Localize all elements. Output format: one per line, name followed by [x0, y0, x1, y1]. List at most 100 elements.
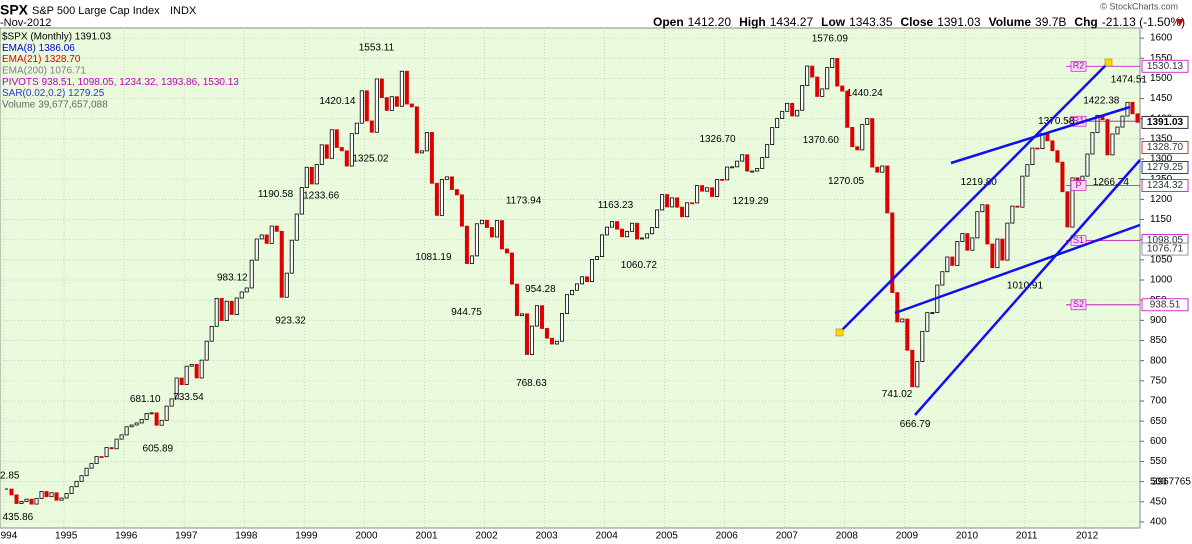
- quote-value: -21.13 (-1.50%): [1102, 15, 1185, 29]
- candle: [404, 70, 409, 105]
- candle: [655, 209, 660, 228]
- y-tick-label: 500: [1150, 476, 1167, 487]
- annotation: 1370.60: [803, 135, 840, 146]
- candle: [705, 187, 710, 192]
- marks: S2 S1 P R1 R2 435.86 681.10 605.89 733.54 983.12 1…: [3, 33, 1189, 523]
- candle: [184, 365, 189, 385]
- annotation: 1422.38: [1083, 95, 1120, 106]
- candle: [409, 103, 414, 108]
- candle: [114, 438, 119, 450]
- candle: [359, 90, 364, 124]
- quote-value: 1343.35: [849, 15, 893, 29]
- candle: [685, 202, 690, 218]
- axis-marker-label: 1279.25: [1147, 162, 1184, 173]
- candle: [1065, 191, 1070, 228]
- y-tick-label: 850: [1150, 335, 1167, 346]
- candle: [820, 88, 825, 97]
- candle: [980, 204, 985, 213]
- candle: [825, 67, 830, 90]
- candle: [1135, 113, 1140, 123]
- candle: [264, 234, 269, 244]
- x-tick-label: 2012: [1076, 531, 1099, 542]
- candle: [194, 363, 199, 379]
- y-tick-label: 1550: [1150, 53, 1173, 64]
- quote-value: 39.7B: [1035, 15, 1066, 29]
- candle: [54, 492, 59, 501]
- axis-marker-box: [1141, 298, 1189, 312]
- annotation: 954.28: [525, 284, 556, 295]
- candle: [850, 126, 855, 148]
- candle: [544, 328, 549, 339]
- candle: [89, 463, 94, 469]
- candle: [334, 129, 339, 148]
- candle: [665, 194, 670, 208]
- candle: [414, 106, 419, 154]
- candle: [219, 298, 224, 321]
- candle: [484, 219, 489, 228]
- trend-line: [950, 105, 1131, 165]
- candle: [284, 272, 289, 298]
- candle: [304, 166, 309, 188]
- candle: [199, 359, 204, 379]
- candle: [875, 166, 880, 173]
- candle: [94, 456, 99, 464]
- candle: [179, 377, 184, 385]
- candle: [1115, 126, 1120, 135]
- candle: [29, 498, 34, 505]
- candle: [945, 256, 950, 273]
- x-tick-label: 1995: [55, 531, 78, 542]
- y-tick-label: 1500: [1150, 73, 1173, 84]
- candle: [1005, 222, 1010, 261]
- x-tick-label: 2003: [535, 531, 558, 542]
- candle: [1010, 205, 1015, 224]
- candle: [805, 65, 810, 86]
- annotation: 733.54: [173, 392, 204, 403]
- candle: [514, 283, 519, 317]
- candle: [930, 312, 935, 314]
- candle: [339, 147, 344, 152]
- candle: [720, 179, 725, 181]
- y-tick-label: 1200: [1150, 194, 1173, 205]
- candle: [865, 118, 870, 125]
- annotation: 1173.94: [506, 196, 542, 207]
- candle: [39, 491, 44, 499]
- candle: [269, 225, 274, 244]
- annotation: 1219.29: [732, 196, 769, 207]
- candle: [675, 197, 680, 208]
- candle: [600, 234, 605, 257]
- candle: [975, 211, 980, 239]
- candle: [459, 194, 464, 227]
- candle: [880, 165, 885, 173]
- candle: [49, 492, 54, 498]
- legend-entry: EMA(8) 1386.06: [2, 43, 75, 54]
- candle: [1050, 140, 1055, 152]
- candle: [449, 176, 454, 190]
- y-tick-label: 1450: [1150, 93, 1173, 104]
- candle: [900, 318, 905, 323]
- candle: [14, 494, 19, 504]
- candle: [344, 150, 349, 167]
- candle: [615, 221, 620, 230]
- candle: [895, 292, 900, 323]
- x-tick-label: 2007: [776, 531, 799, 542]
- candle: [64, 493, 69, 499]
- candle: [494, 220, 499, 238]
- trend-line: [839, 62, 1109, 333]
- axis-marker-label: 1530.13: [1147, 61, 1184, 72]
- candle: [630, 222, 635, 232]
- candle: [374, 78, 379, 133]
- candle: [559, 313, 564, 342]
- candle: [34, 498, 39, 505]
- candle: [274, 225, 279, 232]
- quote-label: Chg: [1074, 15, 1097, 29]
- candle: [950, 256, 955, 266]
- x-tick-label: 2008: [836, 531, 859, 542]
- candle: [800, 85, 805, 111]
- y-tick-label: 600: [1150, 436, 1167, 447]
- axis-marker-box: [1141, 161, 1189, 174]
- y-tick-label: 900: [1150, 315, 1167, 326]
- candle: [299, 187, 304, 215]
- x-tick-label: 2000: [355, 531, 378, 542]
- candle: [715, 179, 720, 197]
- candle: [229, 300, 234, 315]
